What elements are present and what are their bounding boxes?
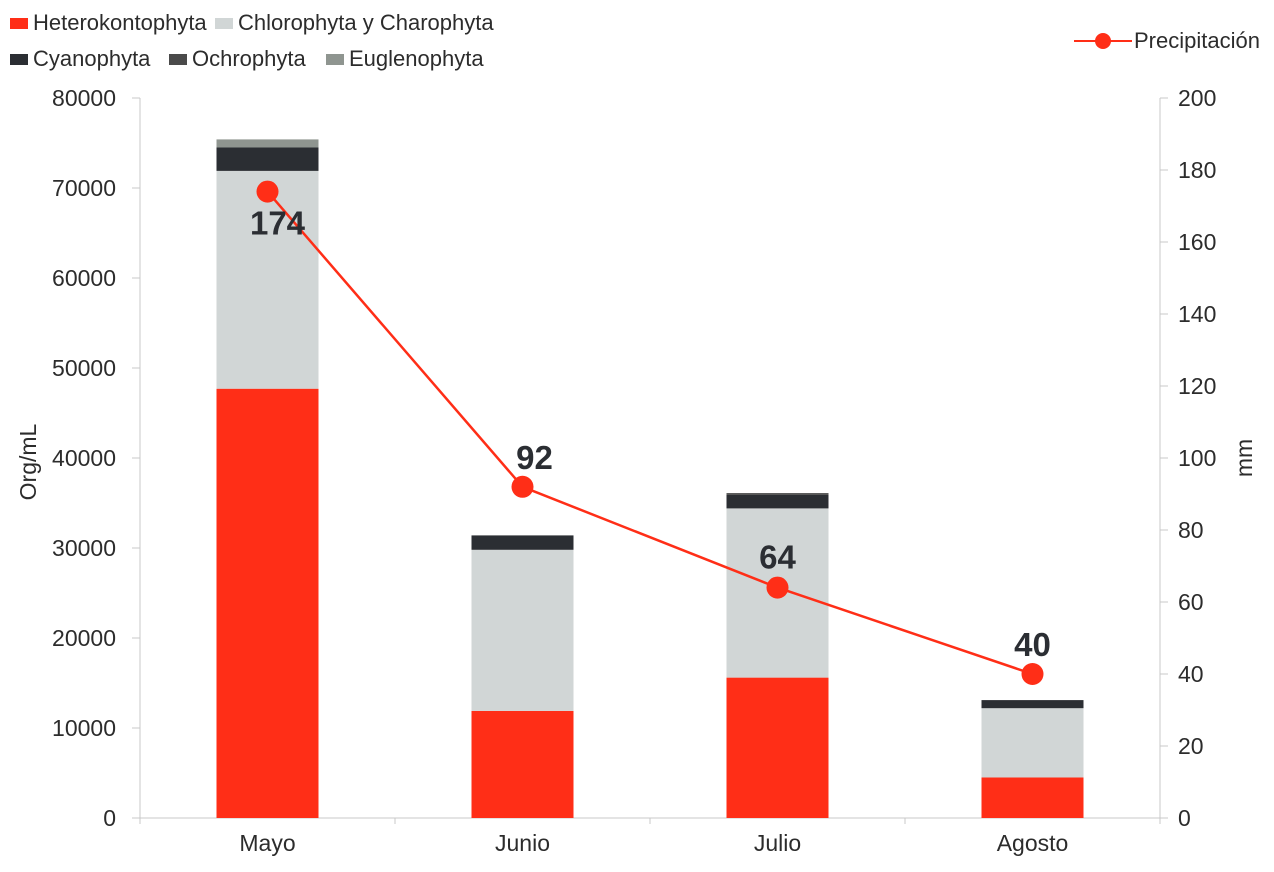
legend-swatch	[10, 18, 28, 29]
y-tick-label: 80000	[52, 85, 116, 111]
bar-cyanophyta-mayo	[216, 147, 319, 171]
bar-cyanophyta-agosto	[981, 700, 1084, 709]
bar-heterokontophyta-julio	[726, 677, 829, 818]
x-tick-label: Mayo	[239, 830, 295, 856]
y2-tick-label: 60	[1178, 589, 1204, 615]
y2-tick-label: 0	[1178, 805, 1191, 831]
bar-ochrophyta-julio	[726, 493, 829, 495]
legend-swatch	[10, 54, 28, 65]
y-tick-label: 70000	[52, 175, 116, 201]
bar-chlorophyta-y-charophyta-mayo	[216, 170, 319, 389]
precipitation-data-label: 92	[516, 439, 553, 476]
legend-swatch	[326, 54, 344, 65]
y2-tick-label: 160	[1178, 229, 1216, 255]
y2-tick-label: 140	[1178, 301, 1216, 327]
legend-item-precipitacion: Precipitación	[1072, 28, 1260, 54]
y-tick-label: 50000	[52, 355, 116, 381]
legend-item-chlorophyta: Chlorophyta y Charophyta	[215, 10, 494, 36]
legend-label: Cyanophyta	[33, 46, 151, 71]
y2-tick-label: 80	[1178, 517, 1204, 543]
x-tick-label: Junio	[495, 830, 550, 856]
precipitation-point	[1021, 663, 1044, 685]
legend-swatch	[215, 18, 233, 29]
precipitation-data-label: 40	[1014, 626, 1051, 663]
legend-item-ochrophyta: Ochrophyta	[169, 46, 306, 72]
y2-tick-label: 180	[1178, 157, 1216, 183]
bar-chlorophyta-y-charophyta-junio	[471, 549, 574, 711]
legend-item-heterokontophyta: Heterokontophyta	[10, 10, 207, 36]
precipitation-line	[266, 190, 1033, 676]
y2-tick-label: 20	[1178, 733, 1204, 759]
x-tick-label: Julio	[754, 830, 801, 856]
y2-tick-label: 100	[1178, 445, 1216, 471]
bar-heterokontophyta-junio	[471, 710, 574, 818]
precipitation-point	[511, 475, 534, 498]
bar-euglenophyta-mayo	[216, 139, 319, 148]
y-tick-label: 10000	[52, 715, 116, 741]
bar-heterokontophyta-agosto	[981, 777, 1084, 818]
y-tick-label: 20000	[52, 625, 116, 651]
y2-axis-label: mm	[1231, 439, 1257, 477]
y2-tick-label: 120	[1178, 373, 1216, 399]
precipitation-data-label: 174	[250, 205, 306, 242]
line-legend-dot	[1095, 33, 1111, 49]
x-tick-label: Agosto	[997, 830, 1069, 856]
legend-label: Chlorophyta y Charophyta	[238, 10, 494, 35]
precipitation-point	[766, 576, 789, 599]
line-series: 174 92 64 40	[250, 180, 1051, 685]
line-legend-marker	[1074, 33, 1132, 49]
y2-tick-label: 40	[1178, 661, 1204, 687]
bar-chlorophyta-y-charophyta-agosto	[981, 708, 1084, 778]
bar-cyanophyta-julio	[726, 494, 829, 509]
y2-tick-label: 200	[1178, 85, 1216, 111]
y-tick-label: 0	[103, 805, 116, 831]
y-tick-label: 40000	[52, 445, 116, 471]
legend-item-euglenophyta: Euglenophyta	[326, 46, 484, 72]
bar-cyanophyta-junio	[471, 535, 574, 550]
legend-label: Ochrophyta	[192, 46, 306, 71]
y-axis-label: Org/mL	[15, 423, 41, 500]
precipitation-point	[256, 180, 279, 203]
precipitation-data-label: 64	[759, 539, 796, 576]
legend-item-cyanophyta: Cyanophyta	[10, 46, 150, 72]
legend-swatch	[169, 54, 187, 65]
bars	[216, 139, 1084, 818]
bar-heterokontophyta-mayo	[216, 388, 319, 818]
y-tick-label: 60000	[52, 265, 116, 291]
legend-label: Heterokontophyta	[33, 10, 207, 35]
legend-label: Precipitación	[1134, 28, 1260, 53]
legend-label: Euglenophyta	[349, 46, 484, 71]
y-tick-label: 30000	[52, 535, 116, 561]
